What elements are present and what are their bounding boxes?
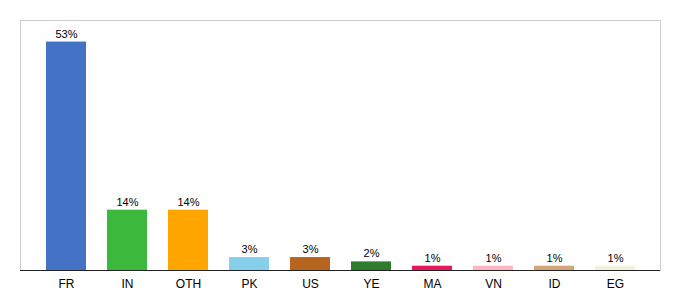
svg-text:VN: VN [485,277,502,291]
svg-text:2%: 2% [364,247,380,259]
svg-text:US: US [302,277,319,291]
svg-text:IN: IN [122,277,134,291]
svg-text:OTH: OTH [176,277,201,291]
svg-text:1%: 1% [547,252,563,264]
svg-text:1%: 1% [486,252,502,264]
svg-text:PK: PK [241,277,257,291]
svg-text:3%: 3% [303,243,319,255]
svg-text:YE: YE [363,277,379,291]
svg-text:14%: 14% [177,196,199,208]
svg-text:FR: FR [59,277,75,291]
svg-text:3%: 3% [242,243,258,255]
svg-text:EG: EG [607,277,624,291]
svg-text:1%: 1% [425,252,441,264]
svg-text:53%: 53% [55,28,77,40]
svg-text:MA: MA [424,277,442,291]
svg-text:ID: ID [549,277,561,291]
svg-text:14%: 14% [116,196,138,208]
svg-text:1%: 1% [608,252,624,264]
